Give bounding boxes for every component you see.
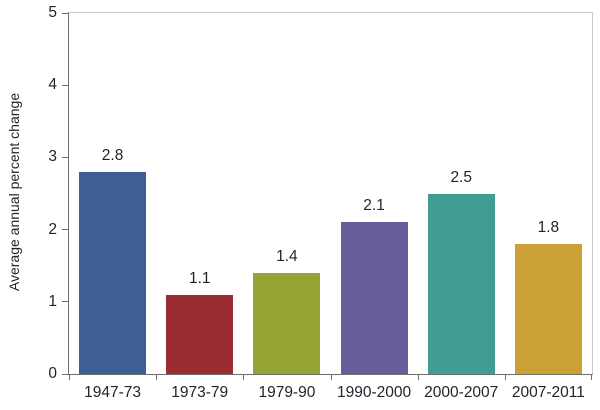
y-axis-tick <box>62 301 68 303</box>
bar-2000-2007 <box>427 193 495 374</box>
y-axis-tick-label: 0 <box>48 365 57 382</box>
x-axis-tick <box>69 375 70 380</box>
bar-1990-2000 <box>340 222 408 374</box>
bar-value-label: 1.4 <box>276 247 298 265</box>
y-axis-tick-label: 3 <box>48 148 57 166</box>
plot-area: 0 1 2 3 4 5 2.8 1947-73 1.1 1973-79 1.4 1979-90 2.1 1… <box>48 4 593 401</box>
x-axis-tick <box>331 375 332 380</box>
y-axis-tick <box>62 84 68 86</box>
x-axis-tick <box>243 375 244 380</box>
x-axis-category-label: 1979-90 <box>258 384 316 401</box>
x-axis-category-label: 2000-2007 <box>424 384 499 401</box>
x-axis-category-label: 1990-2000 <box>337 384 412 401</box>
y-axis-tick <box>62 229 68 231</box>
bar-value-label: 2.1 <box>363 197 385 215</box>
bar-value-label: 1.1 <box>188 269 211 287</box>
bar-1973-79 <box>166 294 234 374</box>
x-axis-category-label: 1947-73 <box>84 384 142 401</box>
bar-value-label: 2.8 <box>101 146 124 164</box>
x-axis-tick <box>418 375 419 380</box>
bar-value-label: 2.5 <box>450 168 473 186</box>
y-axis-tick <box>62 373 68 375</box>
y-axis-title: Average annual percent change <box>6 92 22 292</box>
y-axis-tick-label: 1 <box>48 292 57 310</box>
bar-1947-73 <box>79 171 147 374</box>
bar-value-label: 1.8 <box>537 219 560 237</box>
y-axis-tick-label: 4 <box>48 76 57 94</box>
x-axis-category-label: 2007-2011 <box>511 384 585 401</box>
bar-1979-90 <box>253 272 321 374</box>
x-axis-category-label: 1973-79 <box>171 384 229 401</box>
x-axis-tick <box>591 375 592 380</box>
y-axis-tick <box>62 12 68 14</box>
x-axis-tick <box>505 375 506 380</box>
y-axis-tick-label: 2 <box>48 220 57 238</box>
y-axis-tick <box>62 156 68 158</box>
y-axis-tick-label: 5 <box>48 4 57 21</box>
x-axis-tick <box>156 375 157 380</box>
bar-2007-2011 <box>514 244 582 374</box>
